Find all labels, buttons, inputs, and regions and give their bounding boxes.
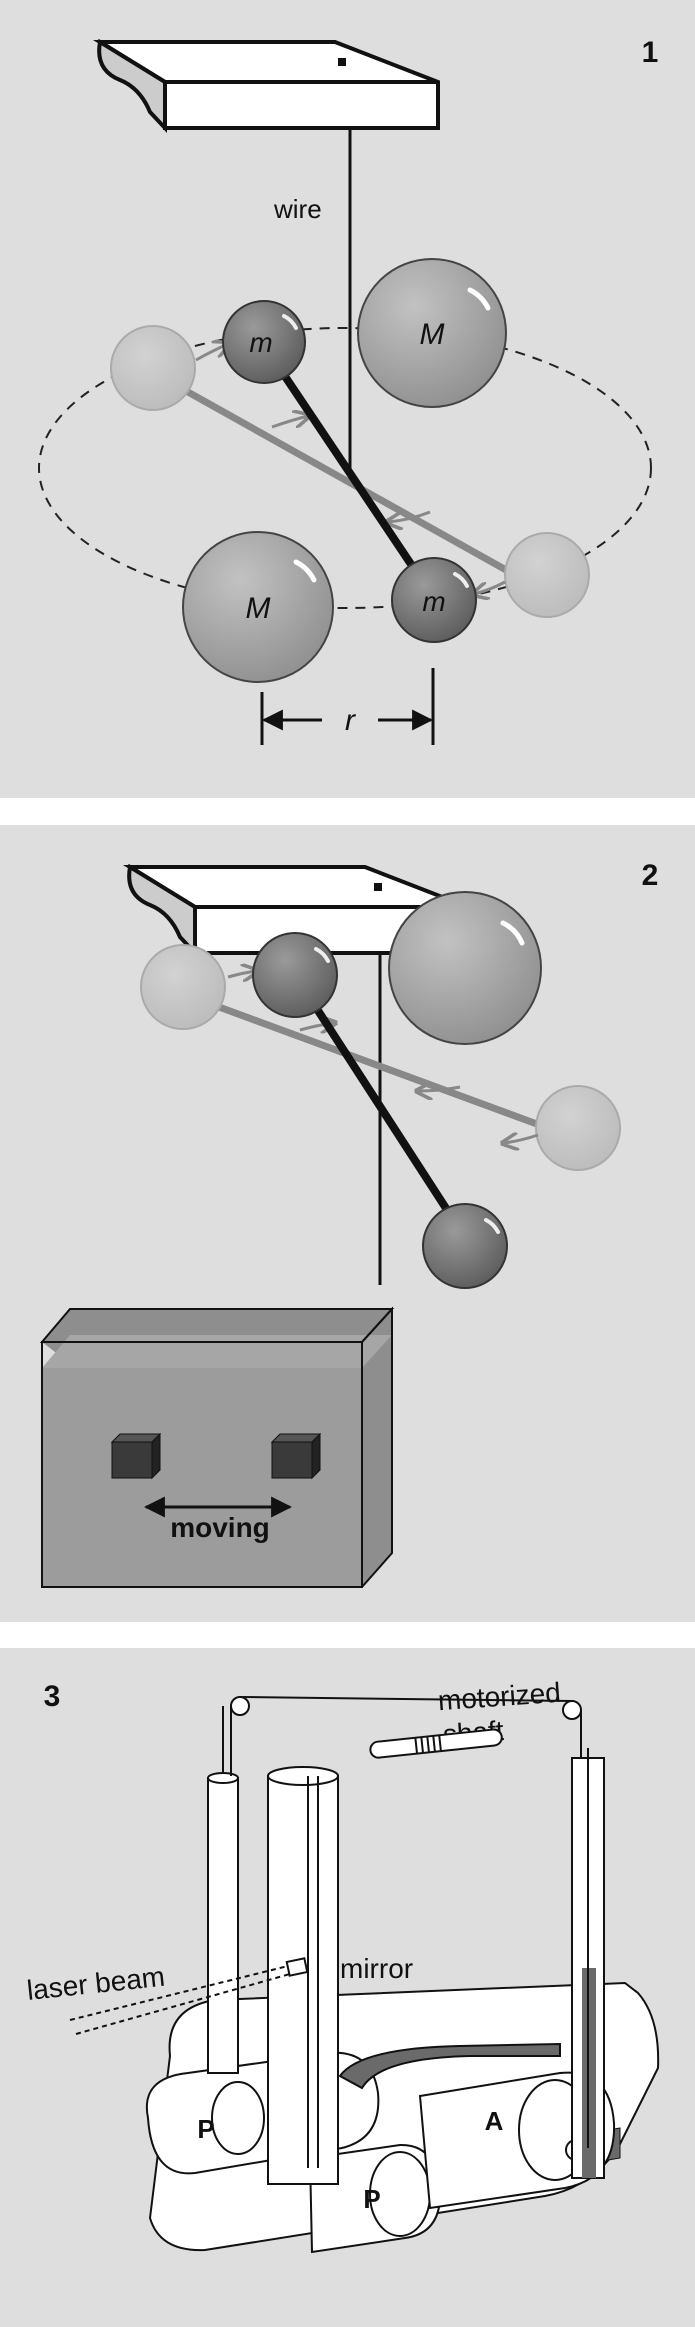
ghost-sphere-right: [504, 532, 590, 618]
ceiling-mount: [92, 38, 440, 134]
motion-arrow: [227, 971, 256, 977]
panel-number: 1: [642, 36, 659, 69]
laser-beam: [75, 1973, 291, 2035]
small-mass-lower: [422, 1203, 508, 1289]
ghost-rod: [198, 996, 547, 1131]
water-tank: [39, 1306, 395, 1588]
small-mass-upper: [252, 932, 338, 1018]
panel-3-drawing: 3 motorized shaft P P A: [25, 1677, 660, 2254]
motorized-shaft-label-line1: motorized: [437, 1677, 562, 1717]
distance-dimension: [260, 668, 435, 745]
chamber-p-left: [211, 2081, 265, 2155]
panel-2: moving 2: [0, 825, 695, 1622]
left-column: [207, 1706, 239, 2074]
motion-arrow: [418, 1087, 461, 1091]
panel-1: wire M M m: [0, 0, 695, 798]
wire-label: wire: [273, 194, 322, 224]
panel-3: 3 motorized shaft P P A: [0, 1648, 695, 2327]
motion-arrow: [504, 1135, 539, 1143]
large-mass-lower: [182, 531, 334, 683]
motorized-shaft: [369, 1728, 503, 1759]
small-mass-label: m: [249, 327, 272, 358]
panel-number: 2: [642, 859, 659, 892]
laser-beam-label: laser beam: [25, 1961, 166, 2006]
panel-1-drawing: wire M M m: [38, 36, 659, 745]
moving-cube-right: [270, 1432, 322, 1480]
right-tube: [571, 1748, 605, 2179]
orbit-path: [38, 327, 652, 609]
small-mass-upper: [222, 300, 306, 384]
torsion-rod: [291, 972, 466, 1236]
ghost-sphere-right: [535, 1085, 621, 1171]
motion-arrow: [299, 1023, 334, 1030]
moving-cube-left: [110, 1432, 162, 1480]
motion-arrow: [474, 580, 506, 594]
fluid-channel-top: [338, 2042, 561, 2090]
ghost-rod: [168, 378, 517, 579]
mirror: [285, 1957, 309, 1977]
ghost-sphere-left: [110, 325, 196, 411]
small-mass-lower: [391, 557, 477, 643]
large-mass: [388, 891, 542, 1045]
chamber-p-label: P: [363, 2184, 380, 2214]
laser-beam: [69, 1965, 289, 2021]
torsion-rod: [258, 339, 439, 603]
ghost-sphere-left: [140, 944, 226, 1030]
chamber-a-label: A: [485, 2106, 504, 2136]
panel-2-drawing: moving 2: [39, 859, 659, 1588]
motion-arrow: [271, 416, 308, 429]
motion-arrow: [388, 510, 431, 522]
large-mass-label: M: [246, 592, 271, 625]
chamber-p-label: P: [197, 2114, 214, 2144]
small-mass-label: m: [422, 586, 445, 617]
mirror-label: mirror: [340, 1953, 413, 1984]
panel-number: 3: [44, 1680, 61, 1713]
string-pulleys: [230, 1696, 582, 1776]
large-mass-label: M: [420, 318, 445, 351]
center-column: [267, 1766, 339, 2185]
distance-label: r: [345, 704, 356, 737]
large-mass-upper: [357, 258, 507, 408]
moving-label: moving: [170, 1512, 270, 1543]
